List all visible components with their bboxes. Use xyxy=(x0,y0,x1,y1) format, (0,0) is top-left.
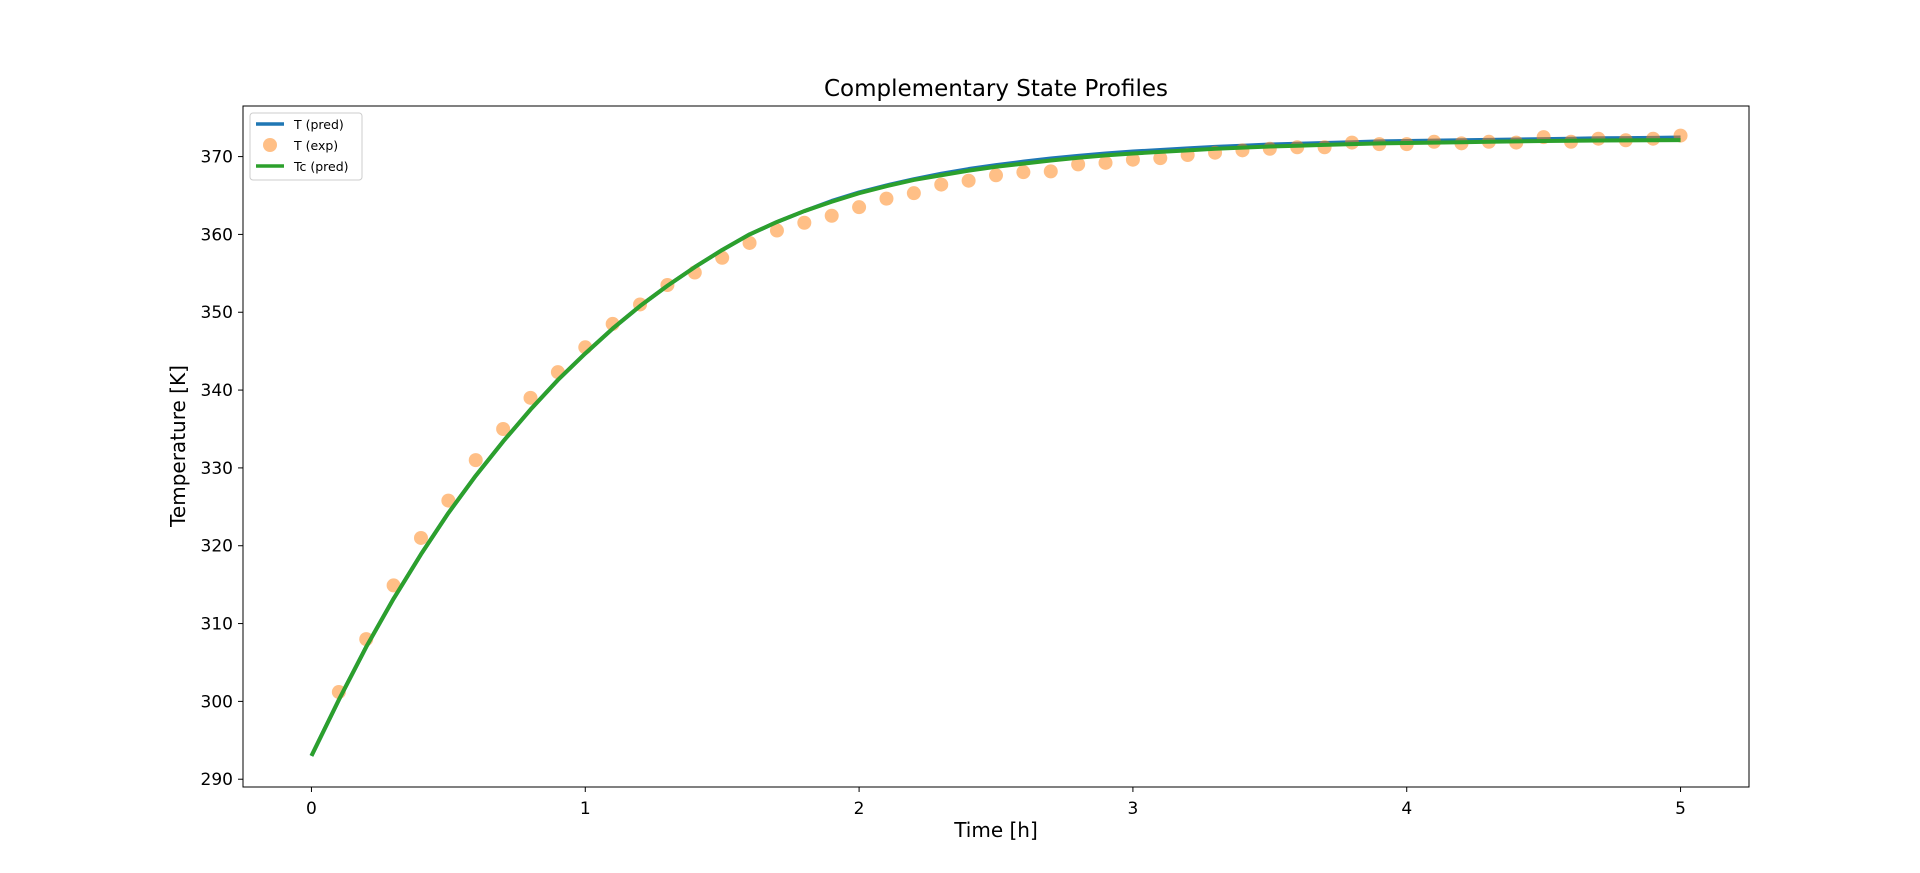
y-tick-label: 330 xyxy=(201,459,233,479)
data-point xyxy=(934,177,949,192)
x-tick-label: 4 xyxy=(1401,799,1412,819)
data-point xyxy=(1125,152,1140,167)
data-point xyxy=(961,173,976,188)
legend-label: T (exp) xyxy=(293,138,338,153)
plot-series xyxy=(309,128,1688,757)
y-tick-label: 370 xyxy=(201,148,233,168)
legend-item-t-exp: T (exp) xyxy=(263,138,338,153)
data-point xyxy=(906,186,921,201)
x-tick-label: 5 xyxy=(1675,799,1686,819)
y-tick-label: 300 xyxy=(201,692,233,712)
data-point xyxy=(468,453,483,468)
data-point xyxy=(879,191,894,206)
x-tick-label: 3 xyxy=(1127,799,1138,819)
legend-label: T (pred) xyxy=(293,117,344,132)
y-tick-label: 320 xyxy=(201,537,233,557)
data-point xyxy=(1098,155,1113,170)
data-point xyxy=(769,223,784,238)
legend: T (pred) T (exp) Tc (pred) xyxy=(249,112,363,181)
legend-marker-icon xyxy=(263,138,277,152)
x-tick-label: 1 xyxy=(580,799,591,819)
data-point xyxy=(824,208,839,223)
legend-item-tc-pred: Tc (pred) xyxy=(256,159,349,174)
data-point xyxy=(1317,140,1332,155)
legend-item-t-pred: T (pred) xyxy=(256,117,344,132)
data-point xyxy=(441,493,456,508)
data-point xyxy=(523,390,538,405)
data-point xyxy=(1262,141,1277,156)
data-point xyxy=(1016,165,1031,180)
y-tick-label: 340 xyxy=(201,381,233,401)
x-tick-label: 0 xyxy=(306,799,317,819)
data-point xyxy=(852,200,867,215)
y-axis: 290 300 310 320 330 340 350 360 370 xyxy=(201,148,243,790)
y-tick-label: 350 xyxy=(201,303,233,323)
data-point xyxy=(413,530,428,545)
x-axis-label: Time [h] xyxy=(953,818,1038,842)
y-tick-label: 310 xyxy=(201,615,233,635)
series-line-2 xyxy=(309,138,1681,757)
legend-box xyxy=(249,112,363,181)
y-axis-label: Temperature [K] xyxy=(166,365,190,528)
x-tick-label: 2 xyxy=(854,799,865,819)
data-point xyxy=(386,578,401,593)
data-point xyxy=(742,235,757,250)
x-axis: 0 1 2 3 4 5 xyxy=(306,787,1686,819)
data-point xyxy=(989,168,1003,183)
axes-frame xyxy=(242,105,1750,788)
y-tick-label: 360 xyxy=(201,225,233,245)
data-point xyxy=(1071,157,1086,172)
data-point xyxy=(1153,151,1168,166)
legend-label: Tc (pred) xyxy=(293,159,349,174)
data-point xyxy=(1043,164,1058,179)
y-tick-label: 290 xyxy=(201,770,233,790)
chart-title: Complementary State Profiles xyxy=(824,76,1168,102)
data-point xyxy=(496,421,511,436)
data-point xyxy=(797,215,812,230)
